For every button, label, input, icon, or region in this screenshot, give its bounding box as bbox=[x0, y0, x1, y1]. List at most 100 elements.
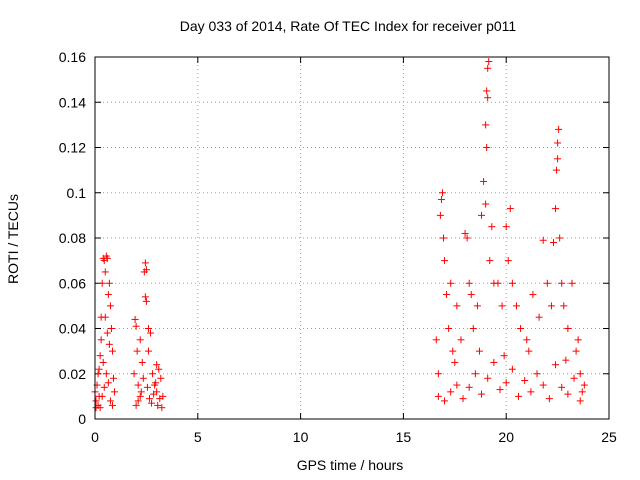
data-point bbox=[576, 397, 584, 405]
data-point bbox=[502, 379, 510, 387]
data-point bbox=[111, 388, 119, 396]
data-point bbox=[101, 313, 109, 321]
data-point bbox=[100, 383, 108, 391]
data-point bbox=[502, 223, 510, 231]
data-point bbox=[564, 390, 572, 398]
data-point bbox=[138, 358, 146, 366]
data-point bbox=[453, 381, 461, 389]
y-tick-label: 0.06 bbox=[59, 275, 86, 291]
data-point bbox=[134, 397, 142, 405]
axis-ticks: 0 5 10 15 20 25 0 0.02 0.04 0.06 0.08 0.1 0.12 0.14 0.… bbox=[59, 49, 617, 445]
data-point bbox=[465, 383, 473, 391]
data-point bbox=[480, 177, 488, 185]
data-point bbox=[104, 379, 112, 387]
data-point bbox=[482, 200, 490, 208]
data-point bbox=[141, 293, 149, 301]
y-tick-label: 0.14 bbox=[59, 94, 86, 110]
data-point bbox=[97, 336, 105, 344]
data-point bbox=[482, 121, 490, 129]
data-point bbox=[553, 166, 561, 174]
data-point bbox=[133, 347, 141, 355]
data-point bbox=[134, 381, 142, 389]
data-point bbox=[467, 291, 475, 299]
data-point bbox=[484, 94, 492, 102]
data-point bbox=[552, 205, 560, 213]
data-point bbox=[483, 87, 491, 95]
data-point bbox=[453, 302, 461, 310]
y-tick-label: 0.1 bbox=[67, 185, 87, 201]
data-point bbox=[108, 347, 116, 355]
data-point bbox=[484, 64, 492, 72]
data-point bbox=[104, 291, 112, 299]
data-point bbox=[506, 205, 514, 213]
y-tick-label: 0.12 bbox=[59, 140, 86, 156]
data-point bbox=[437, 196, 445, 204]
x-axis-label: GPS time / hours bbox=[297, 457, 404, 473]
data-point bbox=[558, 279, 566, 287]
data-point bbox=[130, 370, 138, 378]
data-point bbox=[490, 358, 498, 366]
data-point bbox=[156, 395, 164, 403]
data-point bbox=[568, 279, 576, 287]
data-point bbox=[154, 401, 162, 409]
data-point bbox=[570, 374, 578, 382]
data-point bbox=[478, 211, 486, 219]
data-point bbox=[139, 374, 147, 382]
data-point bbox=[145, 395, 153, 403]
data-point bbox=[96, 404, 104, 412]
y-axis-label: ROTI / TECUs bbox=[5, 194, 21, 284]
data-point bbox=[436, 211, 444, 219]
data-point bbox=[560, 302, 568, 310]
data-point bbox=[110, 374, 118, 382]
data-point bbox=[132, 322, 140, 330]
chart-title: Day 033 of 2014, Rate Of TEC Index for r… bbox=[180, 18, 517, 34]
data-point bbox=[484, 374, 492, 382]
data-point bbox=[461, 229, 469, 237]
data-point bbox=[106, 397, 114, 405]
data-point bbox=[473, 302, 481, 310]
data-point bbox=[576, 370, 584, 378]
data-point bbox=[574, 336, 582, 344]
data-point bbox=[98, 392, 106, 400]
data-point bbox=[98, 279, 106, 287]
data-point bbox=[533, 370, 541, 378]
data-point bbox=[155, 365, 163, 373]
data-point bbox=[554, 155, 562, 163]
data-point bbox=[488, 223, 496, 231]
data-point bbox=[439, 234, 447, 242]
y-tick-label: 0.16 bbox=[59, 49, 86, 65]
data-point bbox=[449, 347, 457, 355]
data-point bbox=[558, 383, 566, 391]
data-point bbox=[105, 340, 113, 348]
y-tick-label: 0 bbox=[78, 411, 86, 427]
data-point bbox=[445, 325, 453, 332]
y-tick-label: 0.02 bbox=[59, 366, 86, 382]
data-point bbox=[517, 325, 525, 332]
data-point bbox=[94, 370, 102, 378]
data-point bbox=[103, 254, 111, 262]
data-point bbox=[572, 347, 580, 355]
data-point bbox=[101, 268, 109, 276]
data-point bbox=[549, 239, 557, 247]
data-point bbox=[158, 404, 166, 412]
data-point bbox=[525, 347, 533, 355]
data-points bbox=[91, 58, 588, 412]
data-point bbox=[443, 291, 451, 299]
data-point bbox=[105, 279, 113, 287]
data-point bbox=[147, 329, 155, 337]
x-tick-label: 0 bbox=[91, 429, 99, 445]
data-point bbox=[547, 302, 555, 310]
data-point bbox=[152, 379, 160, 387]
data-point bbox=[132, 401, 140, 409]
data-point bbox=[508, 365, 516, 373]
data-point bbox=[142, 266, 150, 274]
data-point bbox=[554, 139, 562, 147]
data-point bbox=[92, 397, 100, 405]
data-point bbox=[141, 259, 149, 267]
data-point bbox=[107, 325, 115, 332]
data-point bbox=[523, 336, 531, 344]
data-point bbox=[102, 370, 110, 378]
data-point bbox=[500, 352, 508, 360]
x-tick-label: 25 bbox=[601, 429, 617, 445]
